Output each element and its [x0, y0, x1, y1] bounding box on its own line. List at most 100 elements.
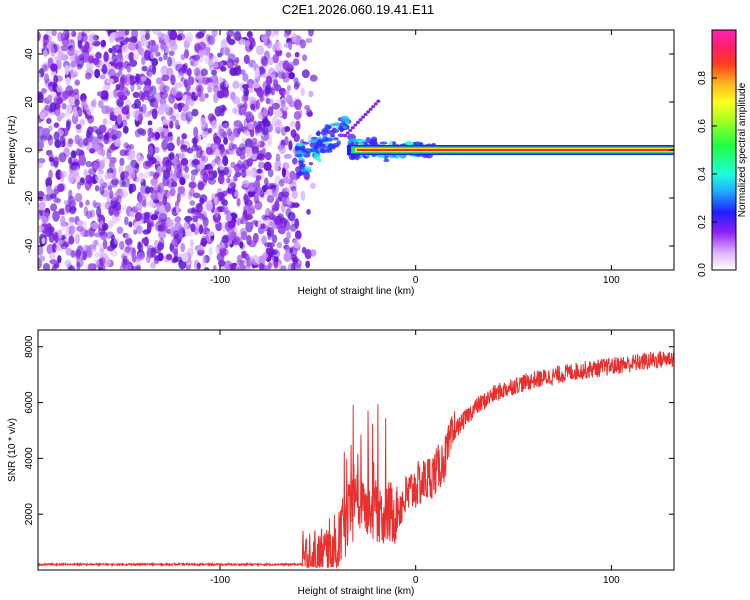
- noise-blob: [143, 211, 151, 219]
- noise-blob: [218, 259, 226, 267]
- colorbar-tick-label: 0.6: [697, 119, 708, 133]
- noise-blob: [287, 263, 294, 270]
- noise-blob: [267, 67, 276, 79]
- noise-blob: [197, 90, 205, 98]
- noise-blob: [212, 170, 218, 179]
- noise-blob: [205, 230, 211, 242]
- noise-blob: [309, 74, 318, 82]
- noise-blob: [69, 47, 76, 55]
- noise-blob: [291, 202, 300, 208]
- streak-blob: [373, 102, 378, 106]
- noise-blob: [188, 181, 197, 189]
- noise-blob: [94, 251, 101, 259]
- noise-blob: [136, 84, 142, 91]
- noise-blob: [86, 34, 95, 42]
- noise-blob: [174, 82, 183, 88]
- noise-blob: [147, 136, 152, 142]
- noise-blob: [50, 158, 55, 167]
- noise-blob: [286, 84, 292, 92]
- noise-blob: [283, 237, 290, 245]
- noise-blob: [86, 61, 94, 71]
- noise-blob: [267, 168, 274, 178]
- noise-blob: [153, 184, 159, 191]
- noise-blob: [38, 225, 45, 232]
- noise-blob: [258, 263, 265, 270]
- noise-blob: [294, 51, 300, 58]
- noise-blob: [79, 32, 88, 43]
- noise-blob: [300, 87, 306, 97]
- noise-blob: [231, 143, 238, 150]
- noise-blob: [89, 148, 96, 154]
- noise-blob: [215, 244, 221, 255]
- noise-blob: [261, 235, 267, 245]
- noise-blob: [145, 32, 151, 40]
- noise-blob: [74, 79, 81, 86]
- noise-blob: [271, 234, 278, 244]
- noise-blob: [256, 187, 264, 197]
- noise-blob: [181, 252, 189, 263]
- noise-blob: [245, 221, 254, 233]
- noise-blob: [86, 104, 94, 116]
- noise-blob: [293, 133, 301, 143]
- spectrogram-xtick-label: -100: [210, 275, 230, 286]
- noise-blob: [77, 138, 84, 147]
- noise-blob: [264, 265, 270, 270]
- noise-blob: [185, 32, 194, 43]
- noise-blob: [85, 160, 93, 168]
- noise-blob: [199, 117, 206, 128]
- noise-blob: [266, 195, 275, 203]
- noise-blob: [110, 197, 118, 209]
- noise-blob: [165, 253, 173, 261]
- noise-blob: [107, 120, 112, 126]
- noise-blob: [280, 183, 285, 189]
- noise-blob: [150, 51, 157, 60]
- noise-blob: [75, 249, 82, 258]
- noise-blob: [92, 57, 100, 66]
- noise-blob: [195, 64, 202, 71]
- noise-blob: [247, 31, 253, 37]
- noise-blob: [282, 70, 291, 80]
- noise-blob: [63, 199, 70, 206]
- noise-blob: [160, 43, 165, 50]
- noise-blob: [196, 147, 203, 159]
- noise-blob: [279, 265, 287, 270]
- noise-blob: [245, 146, 251, 155]
- noise-blob: [51, 266, 57, 270]
- noise-blob: [118, 165, 123, 174]
- noise-blob: [79, 118, 86, 126]
- colorbar-label: Normalized spectral amplitude: [737, 82, 748, 217]
- noise-blob: [137, 40, 145, 48]
- noise-blob: [124, 245, 131, 254]
- streak-blob: [348, 128, 353, 132]
- noise-blob: [278, 179, 285, 187]
- noise-blob: [116, 98, 124, 107]
- noise-blob: [74, 55, 80, 63]
- noise-blob: [84, 72, 92, 80]
- noise-blob: [89, 32, 97, 44]
- noise-blob: [64, 259, 72, 267]
- noise-blob: [309, 182, 316, 190]
- snr-ylabel: SNR (10 * v/v): [7, 418, 18, 482]
- noise-blob: [265, 97, 271, 105]
- noise-blob: [43, 64, 48, 71]
- noise-blob: [107, 219, 114, 229]
- noise-blob: [251, 137, 258, 145]
- noise-blob: [235, 147, 243, 157]
- streak-blob: [363, 112, 368, 117]
- noise-blob: [197, 249, 204, 256]
- noise-blob: [74, 233, 81, 245]
- noise-blob: [128, 36, 138, 44]
- noise-blob: [40, 223, 49, 234]
- noise-blob: [195, 202, 203, 214]
- spectrogram-ytick-label: -20: [24, 190, 35, 205]
- noise-blob: [267, 105, 274, 117]
- noise-blob: [113, 201, 122, 212]
- noise-blob: [111, 45, 116, 57]
- noise-blob: [212, 62, 219, 69]
- noise-blob: [98, 100, 104, 109]
- noise-blob: [191, 91, 196, 102]
- noise-blob: [74, 99, 80, 106]
- noise-blob: [94, 162, 100, 170]
- noise-blob: [195, 70, 202, 80]
- noise-blob: [274, 161, 279, 173]
